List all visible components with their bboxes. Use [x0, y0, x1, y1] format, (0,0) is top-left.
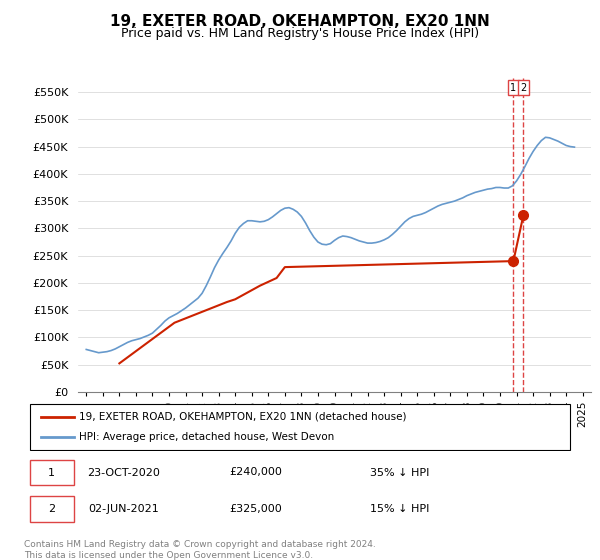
FancyBboxPatch shape: [29, 496, 74, 521]
FancyBboxPatch shape: [29, 460, 74, 485]
Text: 23-OCT-2020: 23-OCT-2020: [87, 468, 160, 478]
Text: Contains HM Land Registry data © Crown copyright and database right 2024.
This d: Contains HM Land Registry data © Crown c…: [24, 540, 376, 560]
FancyBboxPatch shape: [29, 404, 571, 450]
Text: HPI: Average price, detached house, West Devon: HPI: Average price, detached house, West…: [79, 432, 334, 442]
Text: £325,000: £325,000: [229, 504, 282, 514]
Text: 2: 2: [48, 504, 55, 514]
Text: 2: 2: [520, 83, 527, 92]
Text: £240,000: £240,000: [229, 468, 282, 478]
Text: 02-JUN-2021: 02-JUN-2021: [88, 504, 159, 514]
Text: 35% ↓ HPI: 35% ↓ HPI: [370, 468, 429, 478]
Text: 15% ↓ HPI: 15% ↓ HPI: [370, 504, 429, 514]
Text: Price paid vs. HM Land Registry's House Price Index (HPI): Price paid vs. HM Land Registry's House …: [121, 27, 479, 40]
Text: 19, EXETER ROAD, OKEHAMPTON, EX20 1NN: 19, EXETER ROAD, OKEHAMPTON, EX20 1NN: [110, 14, 490, 29]
Text: 1: 1: [511, 83, 517, 92]
Text: 19, EXETER ROAD, OKEHAMPTON, EX20 1NN (detached house): 19, EXETER ROAD, OKEHAMPTON, EX20 1NN (d…: [79, 412, 407, 422]
Text: 1: 1: [48, 468, 55, 478]
